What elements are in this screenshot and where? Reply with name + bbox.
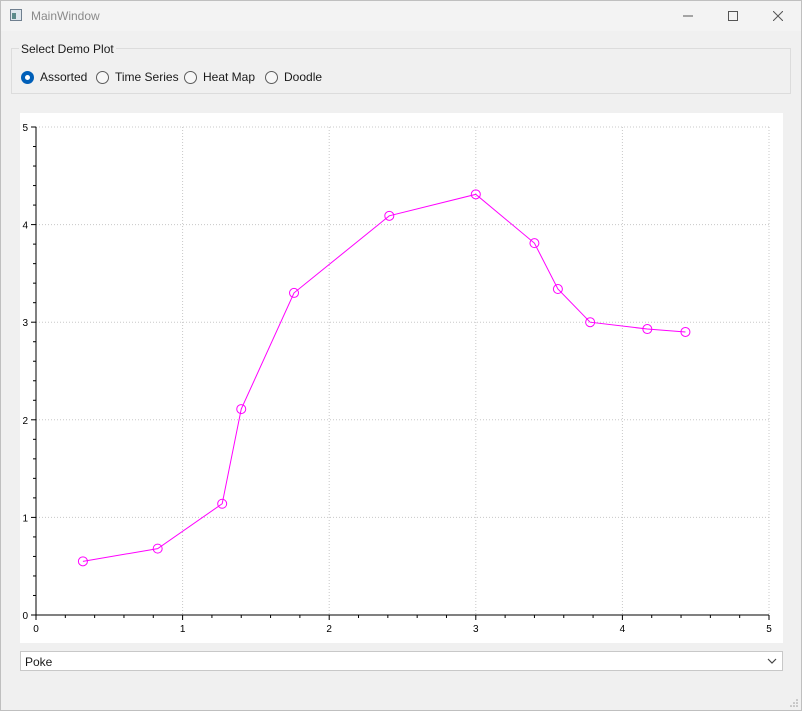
radio-assorted[interactable]: Assorted <box>21 69 87 85</box>
data-point-marker <box>585 317 596 328</box>
maximize-icon <box>728 11 738 21</box>
data-point-marker <box>680 326 691 337</box>
window-title: MainWindow <box>31 9 100 23</box>
data-point-marker <box>289 287 300 298</box>
poke-selected-value: Poke <box>25 655 53 669</box>
groupbox-title: Select Demo Plot <box>19 42 116 56</box>
poke-dropdown[interactable]: Poke <box>20 651 783 671</box>
radio-label: Time Series <box>115 70 179 84</box>
data-point-marker <box>384 210 395 221</box>
resize-grip-icon[interactable] <box>789 698 799 708</box>
data-point-marker <box>217 498 228 509</box>
y-tick-label: 3 <box>22 318 28 329</box>
data-point-marker <box>642 324 653 335</box>
y-tick-label: 0 <box>22 611 28 622</box>
radio-label: Heat Map <box>203 70 256 84</box>
plot-svg: 0 1 2 3 4 5 0 1 2 3 4 5 <box>22 123 772 635</box>
x-tick-label: 3 <box>473 624 479 635</box>
chevron-down-icon <box>767 658 777 664</box>
title-bar[interactable]: MainWindow <box>1 1 801 31</box>
minimize-button[interactable] <box>665 1 711 31</box>
data-point-marker <box>470 189 481 200</box>
data-point-marker <box>529 238 540 249</box>
series-line <box>82 193 686 562</box>
radio-indicator <box>184 70 197 84</box>
maximize-button[interactable] <box>710 1 756 31</box>
radio-doodle[interactable]: Doodle <box>265 69 322 85</box>
data-point-marker <box>552 284 563 295</box>
data-point-marker <box>152 543 163 554</box>
y-tick-label: 4 <box>22 221 28 232</box>
y-tick-label: 1 <box>22 513 28 524</box>
x-tick-label: 1 <box>180 624 186 635</box>
close-icon <box>773 11 783 21</box>
x-tick-label: 2 <box>326 624 332 635</box>
radio-label: Assorted <box>40 70 88 84</box>
y-tick-label: 2 <box>22 416 28 427</box>
radio-label: Doodle <box>284 70 323 84</box>
data-point-marker <box>77 556 88 567</box>
radio-indicator <box>265 70 278 84</box>
radio-time-series[interactable]: Time Series <box>96 69 179 85</box>
radio-indicator <box>21 70 34 84</box>
x-tick-label: 4 <box>620 624 626 635</box>
radio-heat-map[interactable]: Heat Map <box>184 69 255 85</box>
close-button[interactable] <box>755 1 801 31</box>
x-tick-label: 0 <box>33 624 39 635</box>
y-tick-label: 5 <box>22 123 28 134</box>
demo-plot-groupbox <box>11 48 791 94</box>
data-point-marker <box>236 404 247 415</box>
plot-canvas[interactable]: 0 1 2 3 4 5 0 1 2 3 4 5 <box>20 113 783 643</box>
x-tick-label: 5 <box>766 624 772 635</box>
minimize-icon <box>683 15 693 17</box>
radio-indicator <box>96 70 109 84</box>
app-window-icon <box>10 9 22 21</box>
